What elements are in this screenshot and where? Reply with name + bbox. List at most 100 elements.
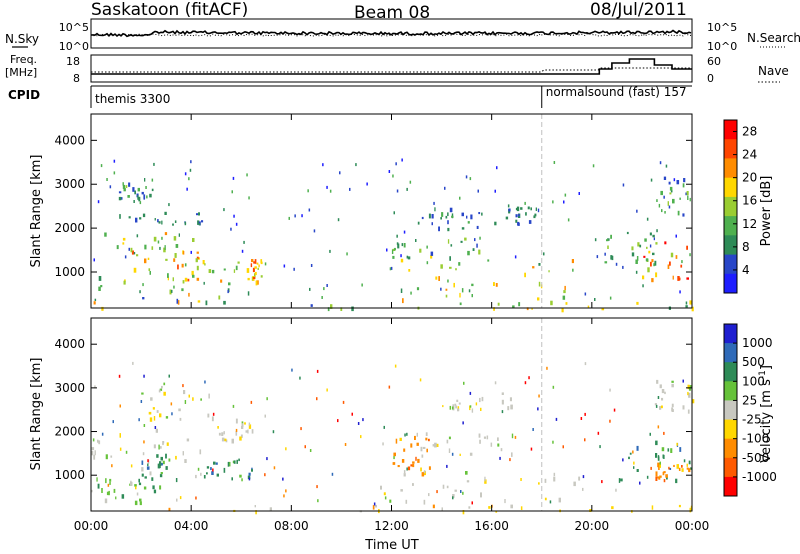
colorbar-swatch [724, 273, 737, 294]
cell [417, 221, 420, 225]
nave-label: Nave [758, 64, 789, 78]
cell [596, 255, 599, 259]
cell [663, 471, 666, 474]
cell [260, 259, 263, 264]
cell [465, 471, 468, 475]
colorbar-tick-label: 12 [742, 217, 757, 231]
cell [454, 403, 457, 406]
cell [396, 234, 398, 238]
cell [143, 194, 146, 199]
cell [235, 428, 238, 432]
cell [200, 472, 202, 476]
cell [134, 190, 136, 195]
cell [168, 458, 171, 462]
cell [300, 427, 302, 431]
cell [428, 213, 431, 219]
cell [497, 443, 500, 447]
cell [479, 236, 481, 240]
cell [184, 277, 188, 282]
cell [94, 450, 96, 456]
cell [500, 448, 503, 452]
colorbar-swatch [724, 343, 737, 363]
y-tick-label: 4000 [54, 133, 85, 147]
cell [395, 162, 397, 166]
freq-tick-top: 18 [66, 55, 80, 68]
cell [251, 259, 254, 263]
cell [401, 459, 405, 463]
cell [501, 392, 504, 395]
cell [670, 252, 674, 258]
cell [163, 247, 166, 253]
cell [657, 476, 659, 479]
cell [389, 267, 392, 271]
cell [682, 183, 685, 188]
cell [422, 446, 426, 449]
cell [233, 214, 235, 218]
cell [582, 475, 585, 479]
cell [679, 290, 681, 294]
cell [562, 295, 566, 300]
cell [578, 192, 580, 195]
x-tick-label: 00:00 [74, 519, 109, 533]
cell [132, 361, 134, 365]
cell [144, 244, 147, 250]
cell [139, 201, 142, 205]
cell [527, 206, 530, 210]
beam-title: Beam 08 [354, 3, 430, 23]
cell [511, 433, 514, 439]
cell [508, 208, 511, 212]
cell [553, 476, 556, 482]
cell [169, 289, 172, 295]
cell [308, 208, 311, 212]
cell [351, 412, 353, 416]
cell [231, 190, 233, 194]
cell [469, 391, 472, 395]
cell [409, 180, 412, 184]
cell [447, 212, 449, 216]
cell [494, 189, 496, 193]
cell [187, 278, 190, 282]
cell [530, 207, 532, 211]
cell [128, 247, 130, 251]
cell [416, 442, 419, 446]
cell [241, 423, 244, 427]
cell [467, 221, 470, 224]
cell [658, 203, 661, 208]
cell [462, 510, 465, 515]
cell [176, 498, 178, 502]
cell [124, 279, 126, 282]
cell [299, 376, 301, 380]
cell [142, 452, 145, 456]
colorbar-swatch [724, 158, 737, 179]
cell [393, 456, 395, 460]
cell [183, 390, 186, 395]
cell [520, 478, 522, 481]
colorbar-tick-label: 25 [742, 393, 757, 407]
cell [225, 439, 228, 443]
cell [415, 456, 417, 461]
cell [433, 201, 435, 205]
cell [94, 298, 97, 301]
cell [211, 471, 214, 475]
cell [164, 245, 166, 250]
cell [687, 409, 690, 414]
cpid-segment-normalsound: normalsound (fast) 157 [546, 85, 687, 99]
cell [549, 500, 552, 504]
cell [656, 229, 658, 233]
cell [143, 197, 145, 200]
cell [160, 456, 163, 461]
cell [675, 478, 678, 484]
cell [326, 284, 328, 287]
cell [458, 262, 461, 266]
cell [156, 410, 159, 413]
cell [662, 454, 665, 459]
cell [107, 483, 110, 487]
cell [691, 306, 694, 312]
cell [661, 397, 664, 401]
cell [251, 469, 253, 472]
cell [91, 450, 94, 456]
cell [407, 256, 411, 260]
cell [662, 471, 665, 476]
cell [688, 387, 692, 391]
